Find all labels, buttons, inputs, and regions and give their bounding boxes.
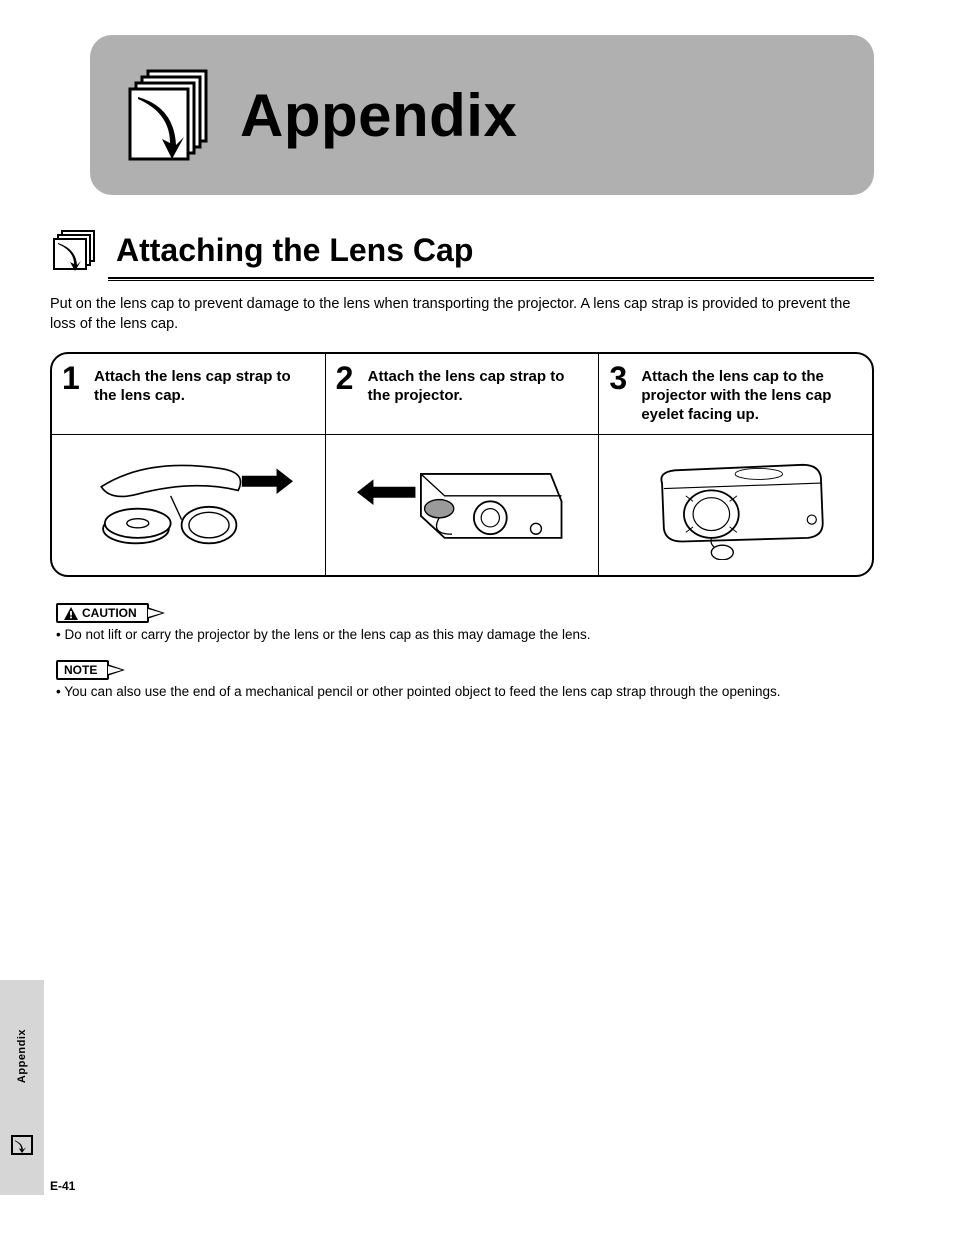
step-number: 1 xyxy=(62,364,88,424)
section-icon xyxy=(50,229,98,271)
side-tab-icon xyxy=(11,1135,33,1155)
note-text: • You can also use the end of a mechanic… xyxy=(56,684,874,699)
note-chip: NOTE xyxy=(56,660,109,680)
step-image-2 xyxy=(326,435,600,575)
step-image-3 xyxy=(599,435,872,575)
step-cell-2: 2 Attach the lens cap strap to the proje… xyxy=(326,354,600,434)
page-number: E-41 xyxy=(50,1179,75,1193)
document-page: Appendix Attaching the Lens Cap Put on t… xyxy=(0,0,954,1235)
note-label-text: NOTE xyxy=(64,663,97,677)
step-image-1 xyxy=(52,435,326,575)
appendix-header-band: Appendix xyxy=(90,35,874,195)
caution-text: • Do not lift or carry the projector by … xyxy=(56,627,874,642)
appendix-title: Appendix xyxy=(240,81,517,150)
appendix-header-icon xyxy=(126,69,212,161)
step-text: Attach the lens cap strap to the lens ca… xyxy=(94,364,311,424)
steps-table: 1 Attach the lens cap strap to the lens … xyxy=(50,352,874,577)
steps-image-row xyxy=(52,434,872,575)
section-title-row: Attaching the Lens Cap xyxy=(50,229,874,271)
step-text: Attach the lens cap to the projector wit… xyxy=(641,364,858,424)
step-cell-1: 1 Attach the lens cap strap to the lens … xyxy=(52,354,326,434)
section-rule xyxy=(108,277,874,281)
warning-triangle-icon xyxy=(64,607,78,620)
section-title: Attaching the Lens Cap xyxy=(116,232,473,269)
caution-label-row: CAUTION xyxy=(56,603,874,623)
side-tab-label: Appendix xyxy=(16,1029,28,1083)
side-tab: Appendix xyxy=(0,980,44,1195)
caution-chip: CAUTION xyxy=(56,603,149,623)
section-intro: Put on the lens cap to prevent damage to… xyxy=(50,295,874,334)
step-cell-3: 3 Attach the lens cap to the projector w… xyxy=(599,354,872,434)
steps-header-row: 1 Attach the lens cap strap to the lens … xyxy=(52,354,872,434)
step-number: 3 xyxy=(609,364,635,424)
note-label-row: NOTE xyxy=(56,660,874,680)
caution-label-text: CAUTION xyxy=(82,606,137,620)
step-text: Attach the lens cap strap to the project… xyxy=(368,364,585,424)
step-number: 2 xyxy=(336,364,362,424)
